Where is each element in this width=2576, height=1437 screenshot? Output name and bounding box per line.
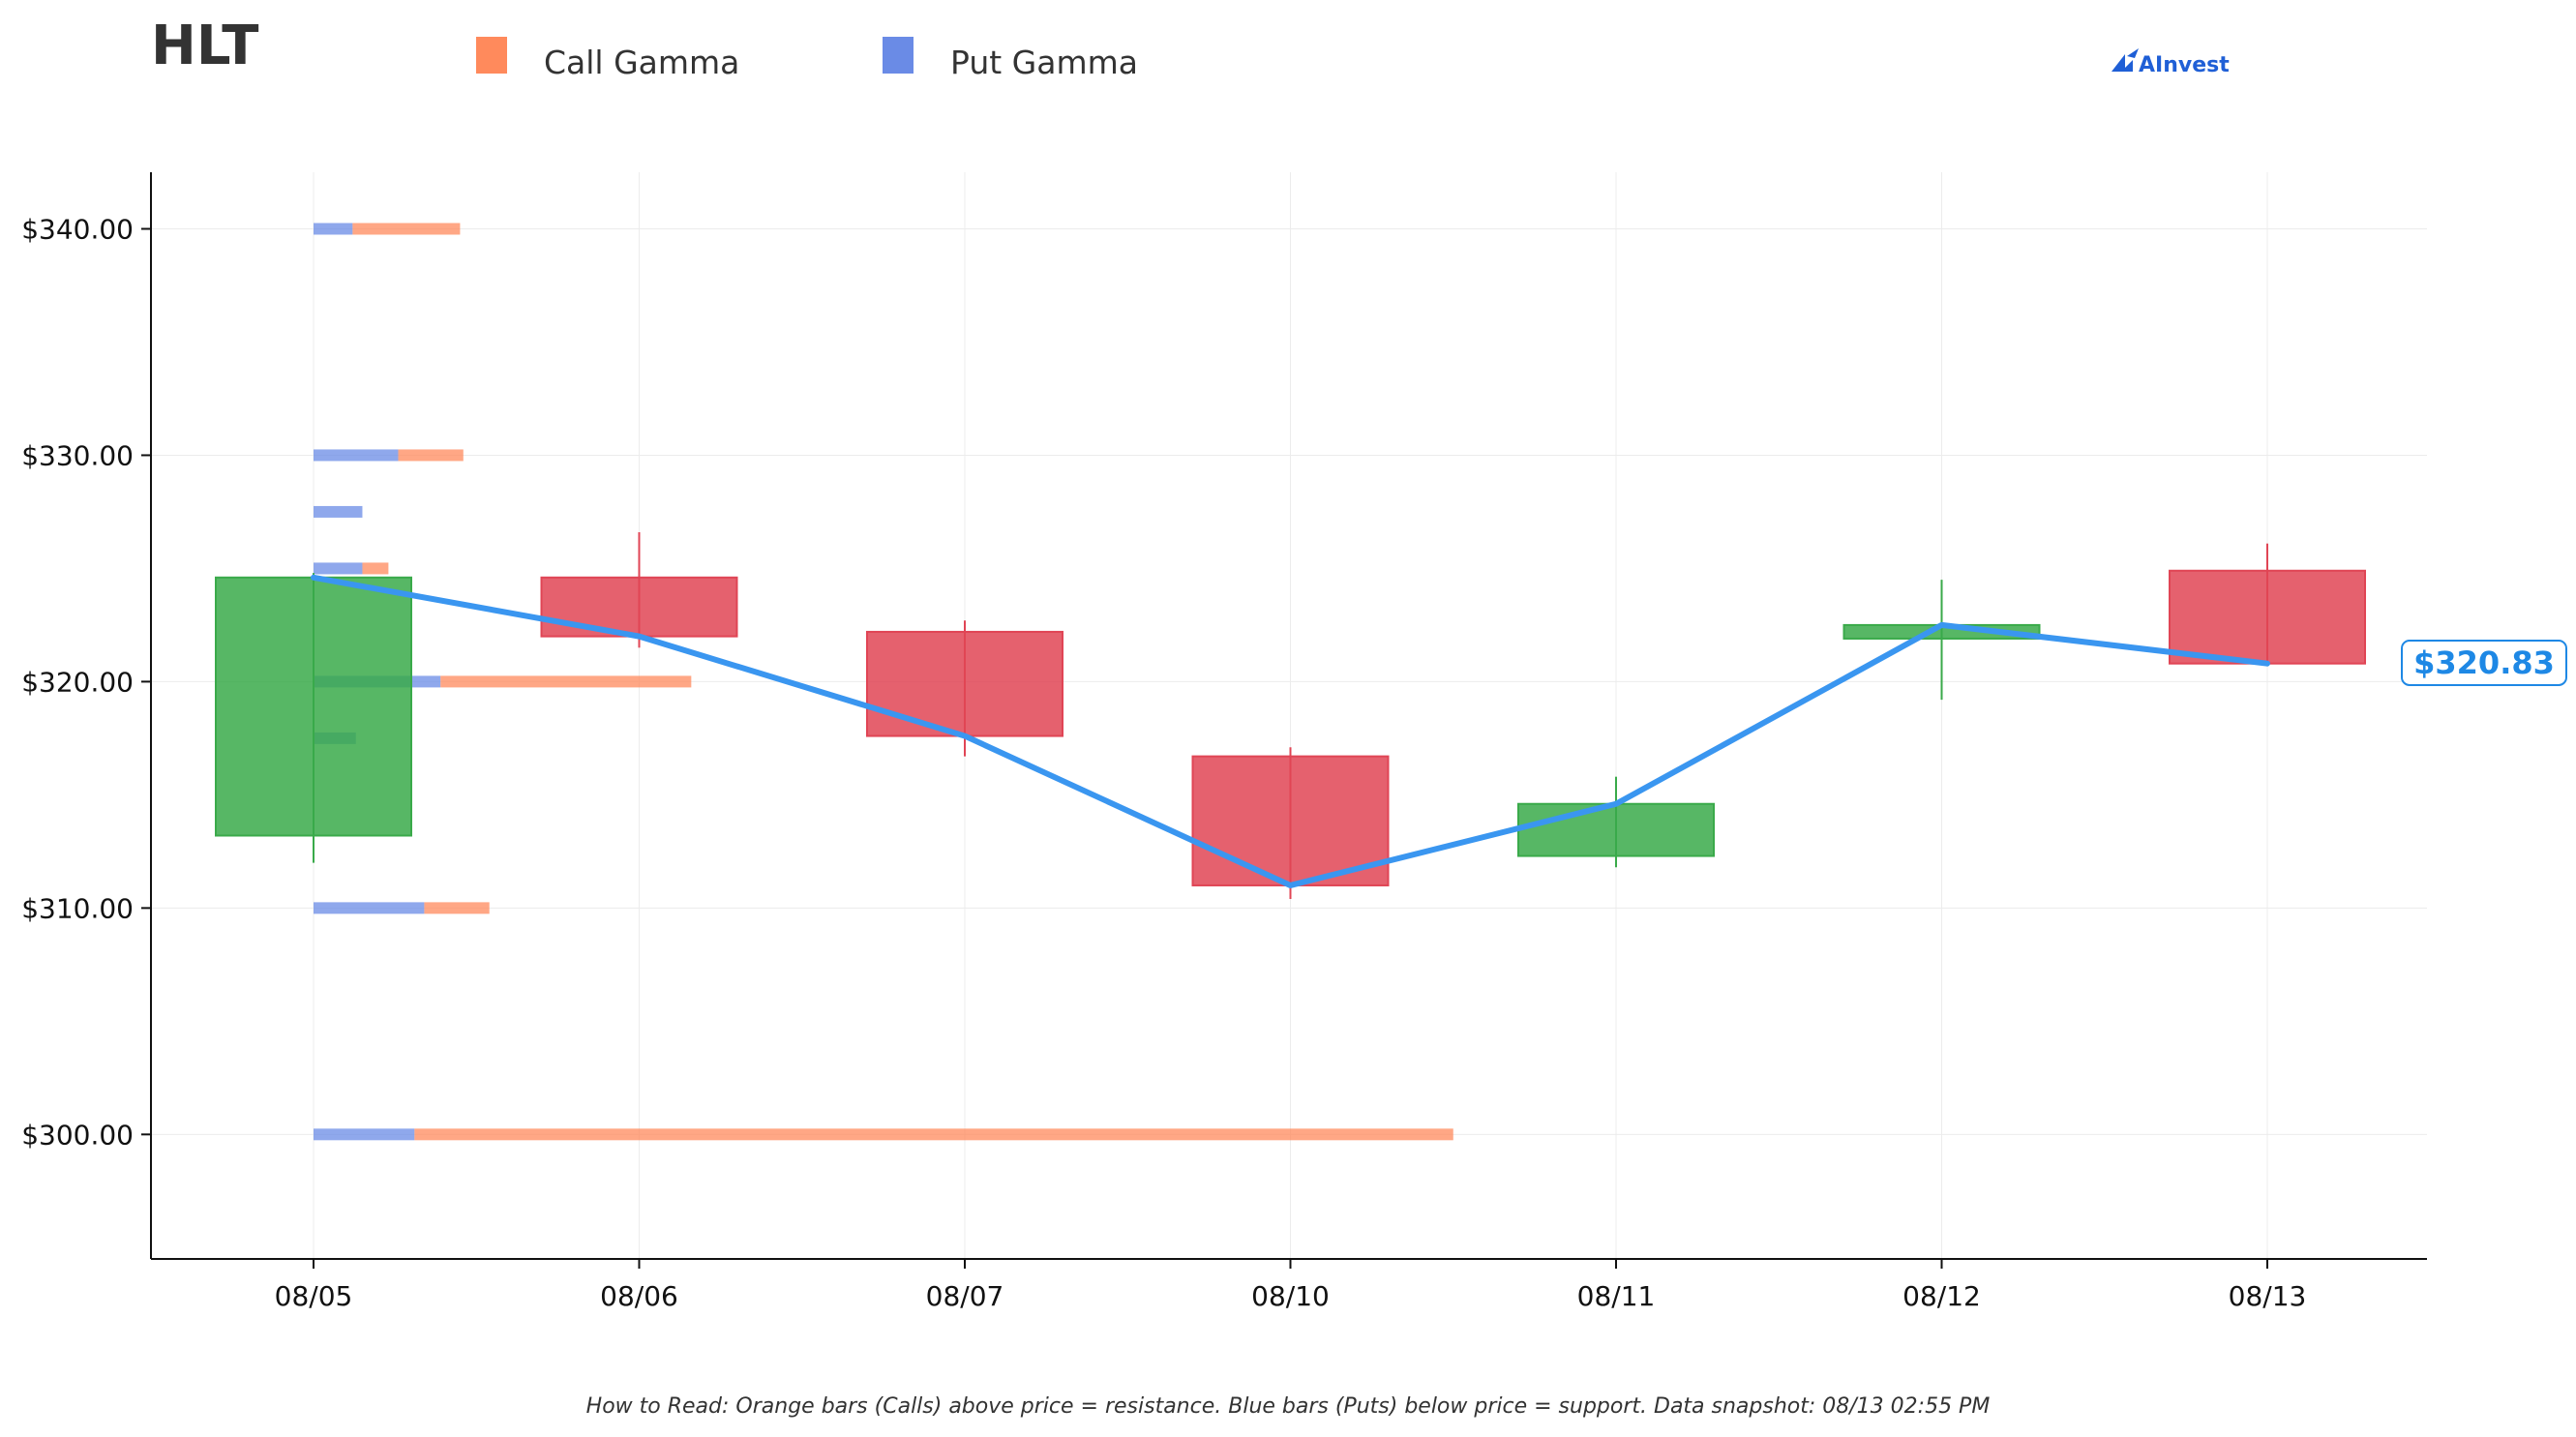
candle-body [2169,569,2366,665]
put-gamma-bar [314,449,399,462]
candle-body [1191,755,1390,886]
call-gamma-bar [414,1128,1453,1141]
footer-note: How to Read: Orange bars (Calls) above p… [586,1394,1991,1419]
x-tick-label: 08/06 [600,1280,678,1312]
legend-put-swatch [883,37,914,74]
x-tick-label: 08/07 [926,1280,1004,1312]
legend-put-label: Put Gamma [950,44,1138,81]
axes [150,172,2427,1260]
ainvest-logo-icon [2112,48,2139,72]
current-price-badge: $320.83 [2401,639,2567,686]
x-tick-label: 08/10 [1251,1280,1330,1312]
x-axis-ticks: 08/05 08/06 08/07 08/10 08/11 08/12 08/13 [275,1259,2307,1312]
legend-call-swatch [476,37,507,74]
candle-body [540,576,738,638]
brand-logo: AInvest [2112,48,2230,77]
put-gamma-bar [314,505,363,518]
close-price-line-group [311,574,2270,888]
x-tick-label: 08/12 [1902,1280,1981,1312]
candlesticks [215,531,2366,900]
legend: Call Gamma Put Gamma [476,37,1138,81]
y-tick-label: $330.00 [21,439,134,471]
candle-body [866,630,1063,737]
call-gamma-bar [362,562,389,575]
brand-name: AInvest [2139,53,2230,77]
y-axis-ticks: $300.00 $310.00 $320.00 $330.00 $340.00 [21,213,151,1151]
x-tick-label: 08/11 [1577,1280,1656,1312]
grid-lines [151,172,2427,1259]
put-gamma-bar [314,562,363,575]
current-price-label: $320.83 [2413,644,2555,681]
call-gamma-bar [424,902,490,914]
y-tick-label: $300.00 [21,1119,134,1151]
legend-call-label: Call Gamma [544,44,739,81]
put-gamma-bar [314,902,425,914]
candle-body [215,576,412,837]
ticker-title: HLT [151,15,258,77]
call-gamma-bar [352,223,461,235]
x-tick-label: 08/05 [275,1280,353,1312]
call-gamma-bar [398,449,464,462]
put-gamma-bar [314,1128,415,1141]
current-price-box [2401,639,2567,686]
candle-body [1517,802,1715,857]
y-tick-label: $310.00 [21,892,134,924]
x-tick-label: 08/13 [2229,1280,2307,1312]
close-price-line [311,574,2270,888]
call-gamma-bar [440,675,692,688]
put-gamma-bar [314,223,353,235]
y-tick-label: $320.00 [21,666,134,698]
y-tick-label: $340.00 [21,213,134,245]
